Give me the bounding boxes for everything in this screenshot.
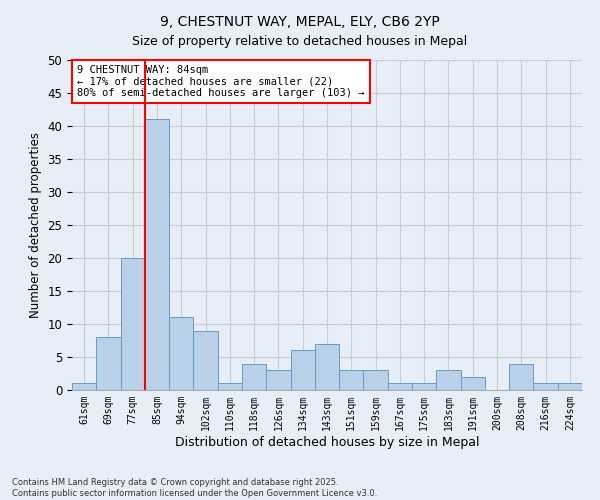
X-axis label: Distribution of detached houses by size in Mepal: Distribution of detached houses by size … <box>175 436 479 448</box>
Bar <box>121 258 145 390</box>
Bar <box>558 384 582 390</box>
Bar <box>242 364 266 390</box>
Bar <box>388 384 412 390</box>
Bar <box>364 370 388 390</box>
Bar <box>218 384 242 390</box>
Text: 9 CHESTNUT WAY: 84sqm
← 17% of detached houses are smaller (22)
80% of semi-deta: 9 CHESTNUT WAY: 84sqm ← 17% of detached … <box>77 65 365 98</box>
Bar <box>339 370 364 390</box>
Bar <box>412 384 436 390</box>
Bar <box>145 120 169 390</box>
Bar <box>315 344 339 390</box>
Bar <box>72 384 96 390</box>
Bar <box>266 370 290 390</box>
Y-axis label: Number of detached properties: Number of detached properties <box>29 132 42 318</box>
Bar <box>193 330 218 390</box>
Bar <box>461 377 485 390</box>
Bar <box>169 318 193 390</box>
Bar <box>509 364 533 390</box>
Text: Size of property relative to detached houses in Mepal: Size of property relative to detached ho… <box>133 35 467 48</box>
Bar <box>436 370 461 390</box>
Bar <box>533 384 558 390</box>
Bar <box>96 337 121 390</box>
Bar <box>290 350 315 390</box>
Text: 9, CHESTNUT WAY, MEPAL, ELY, CB6 2YP: 9, CHESTNUT WAY, MEPAL, ELY, CB6 2YP <box>160 15 440 29</box>
Text: Contains HM Land Registry data © Crown copyright and database right 2025.
Contai: Contains HM Land Registry data © Crown c… <box>12 478 377 498</box>
